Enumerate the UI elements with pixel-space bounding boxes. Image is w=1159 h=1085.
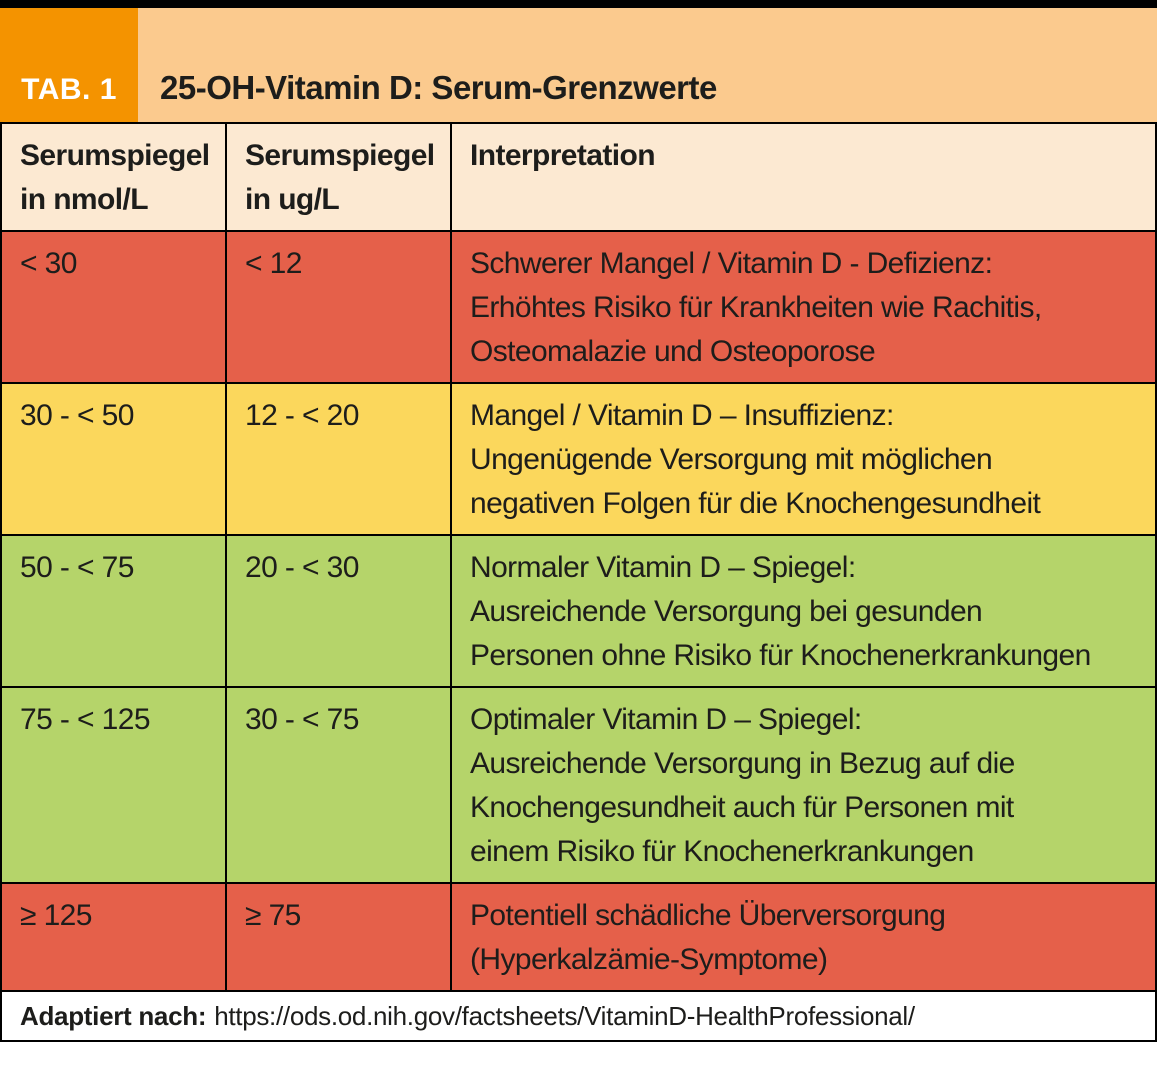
table-row-mangel: 30 - < 50 12 - < 20 Mangel / Vitamin D –… — [0, 382, 1157, 536]
source-url: https://ods.od.nih.gov/factsheets/Vitami… — [214, 1001, 915, 1031]
cell-nmol: 30 - < 50 — [0, 382, 227, 536]
source-label: Adaptiert nach: — [20, 1001, 207, 1031]
cell-interpretation: Normaler Vitamin D – Spiegel: Ausreichen… — [450, 534, 1157, 688]
source-row: Adaptiert nach: https://ods.od.nih.gov/fa… — [0, 990, 1157, 1042]
table-row-schwerer-mangel: < 30 < 12 Schwerer Mangel / Vitamin D - … — [0, 230, 1157, 384]
cell-ug: 20 - < 30 — [225, 534, 452, 688]
figure-title-strip: 25-OH-Vitamin D: Serum-Grenzwerte — [138, 8, 1157, 122]
cell-nmol: ≥ 125 — [0, 882, 227, 992]
figure-header-band: TAB. 1 25-OH-Vitamin D: Serum-Grenzwerte — [0, 8, 1157, 122]
column-header-ug: Serumspiegel in ug/L — [225, 122, 452, 232]
tab-number-badge: TAB. 1 — [0, 8, 138, 122]
cell-interpretation: Schwerer Mangel / Vitamin D - Defizienz:… — [450, 230, 1157, 384]
source-note: Adaptiert nach: https://ods.od.nih.gov/fa… — [0, 990, 1157, 1042]
cell-ug: 12 - < 20 — [225, 382, 452, 536]
vitamin-d-table-figure: TAB. 1 25-OH-Vitamin D: Serum-Grenzwerte… — [0, 0, 1157, 1042]
table-row-optimal: 75 - < 125 30 - < 75 Optimaler Vitamin D… — [0, 686, 1157, 884]
cell-ug: ≥ 75 — [225, 882, 452, 992]
top-rule — [0, 0, 1157, 8]
table-row-normal: 50 - < 75 20 - < 30 Normaler Vitamin D –… — [0, 534, 1157, 688]
table-row-ueberversorgung: ≥ 125 ≥ 75 Potentiell schädliche Überver… — [0, 882, 1157, 992]
cell-nmol: < 30 — [0, 230, 227, 384]
cell-nmol: 50 - < 75 — [0, 534, 227, 688]
cell-nmol: 75 - < 125 — [0, 686, 227, 884]
column-header-interpretation: Interpretation — [450, 122, 1157, 232]
serum-levels-table: Serumspiegel in nmol/L Serumspiegel in u… — [0, 122, 1157, 1042]
cell-interpretation: Mangel / Vitamin D – Insuffizienz: Ungen… — [450, 382, 1157, 536]
table-header-row: Serumspiegel in nmol/L Serumspiegel in u… — [0, 122, 1157, 232]
cell-interpretation: Potentiell schädliche Überversorgung (Hy… — [450, 882, 1157, 992]
cell-ug: 30 - < 75 — [225, 686, 452, 884]
cell-interpretation: Optimaler Vitamin D – Spiegel: Ausreiche… — [450, 686, 1157, 884]
tab-number-label: TAB. 1 — [21, 73, 117, 106]
figure-title: 25-OH-Vitamin D: Serum-Grenzwerte — [160, 69, 717, 106]
cell-ug: < 12 — [225, 230, 452, 384]
column-header-nmol: Serumspiegel in nmol/L — [0, 122, 227, 232]
